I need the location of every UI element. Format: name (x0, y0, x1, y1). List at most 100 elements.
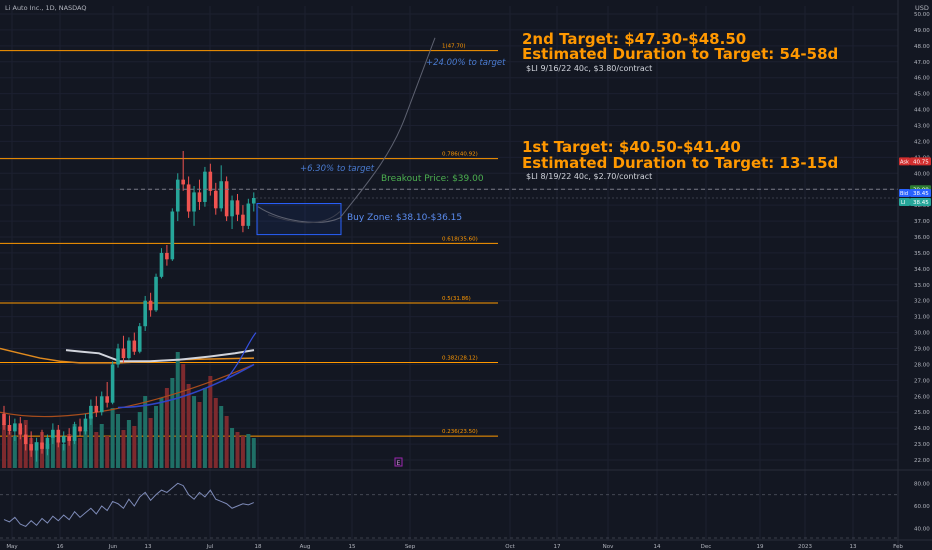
candle-body (110, 364, 115, 403)
volume-bar (192, 396, 197, 468)
volume-bar (105, 436, 110, 468)
price-tick-label: 43.00 (914, 123, 930, 129)
candle-body (219, 181, 223, 209)
price-tick-label: 48.00 (914, 44, 930, 50)
candle-body (137, 326, 142, 352)
candle-body (45, 437, 50, 449)
candle-body (230, 200, 234, 217)
volume-bar (219, 406, 224, 468)
candle-body (132, 340, 137, 352)
fib-label: 0.236(23.50) (442, 429, 478, 435)
time-tick-label: 15 (349, 544, 356, 550)
candle-body (241, 214, 245, 226)
price-tick-label: 32.00 (914, 299, 930, 305)
price-tick-label: 42.00 (914, 139, 930, 145)
volume-bar (175, 352, 180, 468)
volume-bar (186, 384, 191, 468)
time-tick-label: Jul (206, 544, 214, 550)
candle-body (192, 192, 196, 212)
volume-bar (7, 432, 12, 468)
candle-body (40, 442, 44, 449)
candle-body (89, 405, 93, 419)
last-value: 38.45 (913, 200, 929, 206)
target2-pct: +24.00% to target (426, 58, 506, 68)
candle-body (78, 426, 82, 432)
candle-body (121, 348, 126, 359)
price-tick-label: 22.00 (914, 458, 930, 464)
volume-bar (181, 364, 186, 468)
ma-white-line (65, 349, 255, 363)
candle-body (186, 184, 191, 212)
volume-bar (235, 432, 240, 468)
candle-body (29, 444, 33, 451)
ask-price-tag-value: 40.75 (913, 160, 929, 166)
projection-sub (267, 211, 341, 224)
candle-body (105, 396, 109, 403)
ma-blue-fast-line (224, 332, 257, 381)
time-tick-label: Nov (603, 544, 614, 550)
time-axis[interactable]: May 16 Jun 13 Jul 18 Aug 15 Sep Oct 17 Nov 14 Dec 19 20… (0, 539, 932, 550)
candle-body (143, 300, 147, 327)
candle-body (23, 434, 28, 445)
candle-body (72, 426, 77, 441)
candle-body (13, 423, 17, 432)
last-value-bg (910, 197, 931, 206)
volume-bar (224, 416, 229, 468)
candle-body (235, 200, 240, 215)
candle-body (251, 197, 256, 204)
volume-bar (78, 438, 83, 468)
buy-zone-label: Buy Zone: $38.10-$36.15 (347, 213, 463, 223)
candle-body (51, 429, 55, 438)
price-tick-label: 29.00 (914, 347, 930, 353)
volume-bar (12, 436, 17, 468)
candle-body (2, 413, 6, 425)
candle-body (154, 276, 158, 311)
candle-body (165, 252, 169, 260)
time-tick-label: 14 (654, 544, 661, 550)
volume-bar (67, 434, 72, 468)
candle-body (56, 429, 61, 443)
volume-bar (240, 436, 245, 468)
volume-bar (154, 406, 159, 468)
price-tick-label: 31.00 (914, 315, 930, 321)
volume-bar (72, 424, 77, 468)
candle-body (94, 405, 99, 413)
last-label: LI (901, 200, 905, 206)
price-tick-label: 34.00 (914, 267, 930, 273)
time-tick-label: Feb (893, 544, 903, 550)
volume-bar (61, 444, 66, 468)
price-axis[interactable]: 22.00 23.00 24.00 25.00 26.00 27.00 28.00 29.00… (897, 0, 931, 550)
projection-path (257, 37, 436, 223)
price-tick-label: 23.00 (914, 442, 930, 448)
target1-pct: +6.30% to target (300, 164, 375, 174)
price-tick-label: 37.00 (914, 219, 930, 225)
volume-bar (116, 414, 121, 468)
bid-value: 38.45 (913, 191, 929, 197)
candles (2, 150, 256, 462)
volume-bar (246, 434, 251, 468)
price-tick-label: 44.00 (914, 108, 930, 114)
candle-body (203, 171, 207, 202)
candle-body (34, 442, 39, 451)
price-tick-label: 26.00 (914, 394, 930, 400)
price-tick-label: 38.00 (914, 203, 930, 209)
price-tick-label: 45.00 (914, 92, 930, 98)
price-tick-label: 35.00 (914, 251, 930, 257)
candle-body (83, 418, 88, 432)
volume-bar (251, 438, 256, 468)
time-tick-label: 16 (57, 544, 64, 550)
candle-body (208, 171, 213, 191)
candle-body (18, 423, 23, 435)
fib-label: 1(47.70) (442, 44, 466, 50)
candle-body (148, 300, 153, 311)
event-marker-box (394, 457, 403, 467)
volume-bar (50, 436, 55, 468)
candle-body (67, 436, 71, 441)
volume-bar (208, 376, 213, 468)
time-tick-label: Jun (108, 544, 118, 550)
time-tick-label: 18 (255, 544, 262, 550)
candle-body (213, 190, 218, 209)
volume-bar (18, 428, 23, 468)
price-tick-label: 36.00 (914, 235, 930, 241)
